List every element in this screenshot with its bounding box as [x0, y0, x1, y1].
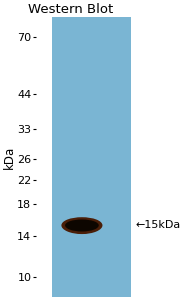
Text: ←15kDa: ←15kDa — [136, 220, 181, 230]
Y-axis label: kDa: kDa — [3, 146, 16, 169]
Ellipse shape — [61, 217, 102, 234]
Text: Western Blot: Western Blot — [28, 3, 113, 16]
FancyBboxPatch shape — [52, 17, 131, 297]
Ellipse shape — [65, 220, 99, 232]
